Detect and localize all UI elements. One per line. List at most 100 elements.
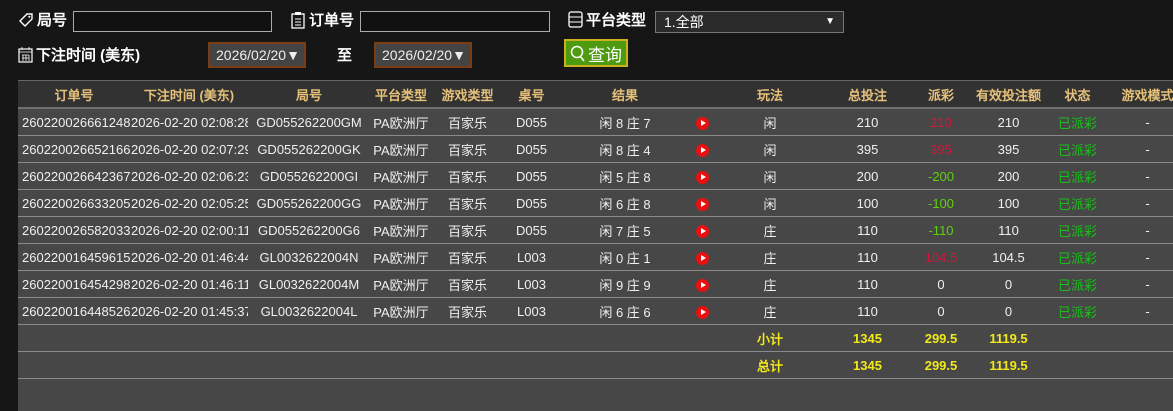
cell-payout: 395 xyxy=(910,135,972,163)
header-col-mode: 游戏模式 xyxy=(1110,81,1173,109)
date-from-picker[interactable]: 2026/02/20▼ xyxy=(208,42,306,68)
cell-table: D055 xyxy=(503,162,560,190)
table-row[interactable]: 260220026633205 2026-02-20 02:05:25 GD0552… xyxy=(18,189,1173,217)
cell-play: 庄 xyxy=(715,216,825,244)
play-video-icon[interactable] xyxy=(696,251,709,265)
play-video-icon[interactable] xyxy=(696,197,709,211)
table-row[interactable]: 260220016454298 2026-02-20 01:46:11 GL0032… xyxy=(18,270,1173,298)
cell-payout: -200 xyxy=(910,162,972,190)
empty-cell xyxy=(248,351,370,379)
total-payout: 299.5 xyxy=(910,351,972,379)
cell-platform: PA欧洲厅 xyxy=(370,189,432,217)
cell-order: 260220026661248 xyxy=(18,108,130,136)
cell-platform: PA欧洲厅 xyxy=(370,270,432,298)
cell-mode: - xyxy=(1110,135,1173,163)
play-video-icon[interactable] xyxy=(696,278,709,292)
cell-valid: 210 xyxy=(972,108,1045,136)
cell-game: 百家乐 xyxy=(432,297,503,325)
cell-play: 闲 xyxy=(715,108,825,136)
header-col-order: 订单号 xyxy=(18,81,130,109)
bets-table: 订单号 下注时间 (美东) 局号 平台类型 游戏类型 桌号 结果 玩法 总投注 派彩 有效投注额 状态… xyxy=(18,80,1173,411)
empty-cell xyxy=(1110,324,1173,352)
cell-time: 2026-02-20 01:46:11 xyxy=(130,270,248,298)
empty-cell xyxy=(370,324,432,352)
clipboard-icon xyxy=(291,11,305,29)
cell-bet: 110 xyxy=(825,216,910,244)
cell-valid: 104.5 xyxy=(972,243,1045,271)
empty-cell xyxy=(130,324,248,352)
table-row[interactable]: 260220016448526 2026-02-20 01:45:37 GL0032… xyxy=(18,297,1173,325)
cell-order: 260220026582033 xyxy=(18,216,130,244)
cell-table: D055 xyxy=(503,135,560,163)
cell-payout: 104.5 xyxy=(910,243,972,271)
empty-cell xyxy=(503,324,560,352)
subtotal-payout: 299.5 xyxy=(910,324,972,352)
cell-mode: - xyxy=(1110,216,1173,244)
round-label: 局号 xyxy=(18,9,67,30)
cell-bet: 110 xyxy=(825,270,910,298)
subtotal-valid: 1119.5 xyxy=(972,324,1045,352)
cell-mode: - xyxy=(1110,297,1173,325)
empty-cell xyxy=(1045,324,1110,352)
cell-order: 260220016448526 xyxy=(18,297,130,325)
round-input[interactable] xyxy=(73,11,272,32)
empty-cell xyxy=(130,351,248,379)
cell-bet: 100 xyxy=(825,189,910,217)
table-row[interactable]: 260220026642367 2026-02-20 02:06:23 GD0552… xyxy=(18,162,1173,190)
play-video-icon[interactable] xyxy=(696,224,709,238)
search-icon xyxy=(570,45,585,61)
cell-bet: 200 xyxy=(825,162,910,190)
order-input[interactable] xyxy=(360,11,550,32)
empty-cell xyxy=(432,351,503,379)
cell-time: 2026-02-20 02:08:28 xyxy=(130,108,248,136)
subtotal-row: 小计 1345 299.5 1119.5 xyxy=(18,324,1173,352)
header-col-bet: 总投注 xyxy=(825,81,910,109)
play-video-icon[interactable] xyxy=(696,170,709,184)
table-row[interactable]: 260220016459615 2026-02-20 01:46:44 GL0032… xyxy=(18,243,1173,271)
cell-time: 2026-02-20 01:46:44 xyxy=(130,243,248,271)
date-to-picker[interactable]: 2026/02/20▼ xyxy=(374,42,472,68)
cell-result: 闲 6 庄 6 xyxy=(560,297,690,325)
cell-video xyxy=(690,189,715,217)
cell-play: 闲 xyxy=(715,162,825,190)
cell-time: 2026-02-20 02:05:25 xyxy=(130,189,248,217)
cell-result: 闲 7 庄 5 xyxy=(560,216,690,244)
play-video-icon[interactable] xyxy=(696,143,709,157)
cell-result: 闲 6 庄 8 xyxy=(560,189,690,217)
cell-payout: -110 xyxy=(910,216,972,244)
platform-select[interactable]: 1.全部 ▼ xyxy=(655,11,844,33)
empty-cell xyxy=(248,324,370,352)
play-video-icon[interactable] xyxy=(696,305,709,319)
cell-mode: - xyxy=(1110,270,1173,298)
cell-valid: 110 xyxy=(972,216,1045,244)
cell-table: D055 xyxy=(503,108,560,136)
query-button[interactable]: 查询 xyxy=(564,39,628,67)
cell-round: GD055262200GI xyxy=(248,162,370,190)
cell-platform: PA欧洲厅 xyxy=(370,297,432,325)
table-row[interactable]: 260220026661248 2026-02-20 02:08:28 GD0552… xyxy=(18,108,1173,136)
header-col-status: 状态 xyxy=(1045,81,1110,109)
header-col-payout: 派彩 xyxy=(910,81,972,109)
cell-game: 百家乐 xyxy=(432,108,503,136)
date-to-value: 2026/02/20 xyxy=(382,47,453,63)
tag-icon xyxy=(19,12,33,27)
cell-status: 已派彩 xyxy=(1045,135,1110,163)
empty-cell xyxy=(370,351,432,379)
subtotal-bet: 1345 xyxy=(825,324,910,352)
table-row[interactable]: 260220026582033 2026-02-20 02:00:11 GD0552… xyxy=(18,216,1173,244)
cell-play: 庄 xyxy=(715,297,825,325)
cell-platform: PA欧洲厅 xyxy=(370,135,432,163)
cell-platform: PA欧洲厅 xyxy=(370,243,432,271)
table-row[interactable]: 260220026652166 2026-02-20 02:07:29 GD0552… xyxy=(18,135,1173,163)
dropdown-arrow-icon: ▼ xyxy=(286,47,300,63)
subtotal-label: 小计 xyxy=(715,324,825,352)
cell-bet: 210 xyxy=(825,108,910,136)
date-from-value: 2026/02/20 xyxy=(216,47,287,63)
cell-status: 已派彩 xyxy=(1045,297,1110,325)
cell-table: L003 xyxy=(503,270,560,298)
header-col-platform: 平台类型 xyxy=(370,81,432,109)
play-video-icon[interactable] xyxy=(696,116,709,130)
cell-round: GD055262200GK xyxy=(248,135,370,163)
cell-bet: 110 xyxy=(825,297,910,325)
cell-order: 260220026642367 xyxy=(18,162,130,190)
